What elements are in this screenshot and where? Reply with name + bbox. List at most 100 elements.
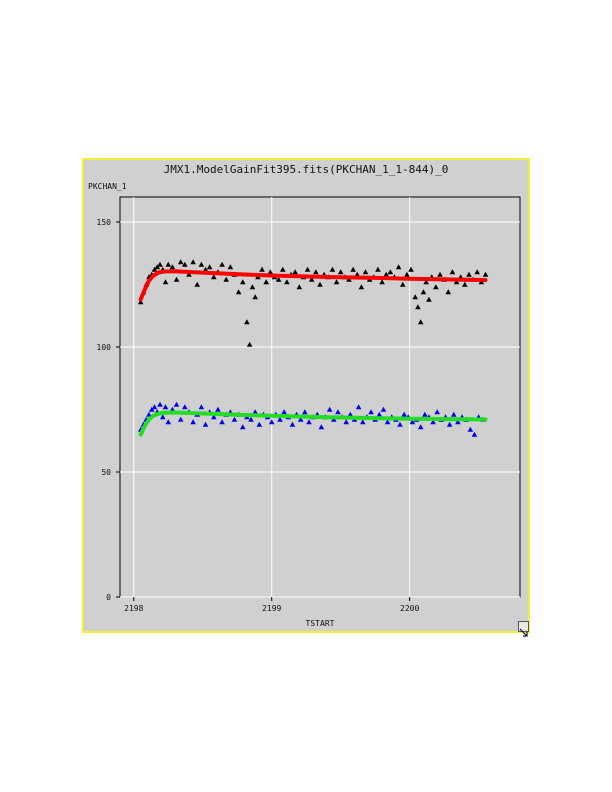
data-point [268,419,275,425]
series-1 [138,269,488,302]
data-point [449,269,456,275]
data-point [326,406,333,412]
data-point [347,411,354,417]
data-point [434,409,441,415]
data-point [194,281,201,287]
data-point [417,319,424,325]
data-point [308,276,315,282]
data-point [165,419,172,425]
data-point [350,266,356,272]
data-point [162,404,169,410]
data-point [358,284,365,290]
data-point [210,274,217,280]
data-point [190,259,196,265]
data-point [335,409,341,415]
data-point [445,289,452,295]
data-point [259,266,265,272]
data-point [162,279,169,285]
chart: JMX1.ModelGainFit395.fits(PKCHAN_1_1-844… [88,163,521,628]
x-tick-label: 2198 [124,604,143,613]
data-point [239,279,246,285]
data-point [256,421,263,427]
data-point [437,271,443,277]
data-point [362,269,369,275]
data-point [173,276,180,282]
data-point [395,264,402,270]
data-point [337,269,344,275]
data-point [379,279,385,285]
data-point [157,401,163,407]
data-point [423,279,430,285]
data-point [165,261,172,267]
data-point [380,406,387,412]
data-point [375,266,381,272]
x-tick-label: 2199 [262,604,281,613]
axis-ticks: 2198 2199 2200 0 50 100 150 [97,218,420,613]
data-point [422,411,428,417]
resize-icon[interactable] [518,621,529,637]
data-point [359,419,366,425]
data-point [466,271,472,277]
y-tick-label: 100 [97,343,112,352]
data-point [246,341,253,347]
data-point [420,289,427,295]
data-point [219,419,225,425]
data-point [252,294,258,300]
data-point [399,281,406,287]
data-point [383,271,390,277]
data-point [412,294,418,300]
data-point [450,411,457,417]
data-point [206,264,213,270]
data-point [333,279,340,285]
data-point [387,269,394,275]
data-point [267,269,274,275]
data-point [317,281,323,287]
data-point [244,319,250,325]
data-point [231,416,238,422]
data-point [281,409,287,415]
data-point [318,424,325,430]
plot-window: JMX1.ModelGainFit395.fits(PKCHAN_1_1-844… [82,158,530,637]
data-point [471,431,478,437]
data-point [433,284,439,290]
data-point [227,264,234,270]
data-point [177,416,184,422]
data-point [306,419,312,425]
y-tick-label: 0 [106,593,111,602]
data-point [354,271,361,277]
data-point [355,404,362,410]
data-point [430,419,436,425]
data-point [302,409,308,415]
data-point [275,276,282,282]
grid [120,197,520,598]
data-point [426,296,432,302]
data-point [404,271,410,277]
y-axis-label: PKCHAN_1 [88,182,127,191]
y-tick-label: 50 [101,468,111,477]
data-point [289,421,296,427]
data-point [198,404,205,410]
plot-area [119,196,521,598]
data-point [277,416,283,422]
series-3 [138,410,488,437]
data-point [190,419,196,425]
data-point [279,266,286,272]
data-point [252,409,258,415]
data-point [219,261,225,267]
data-point [169,264,176,270]
data-point [249,284,256,290]
data-point [202,266,209,272]
x-tick-label: 2200 [400,604,419,613]
data-point [482,271,489,277]
data-point [284,279,290,285]
data-point [462,281,468,287]
data-point [401,411,407,417]
data-point [202,421,209,427]
data-point [157,261,163,267]
data-point [453,279,460,285]
series-layer [137,259,489,437]
data-point [177,259,184,265]
data-point [368,409,374,415]
data-point [446,421,453,427]
data-point [239,424,246,430]
